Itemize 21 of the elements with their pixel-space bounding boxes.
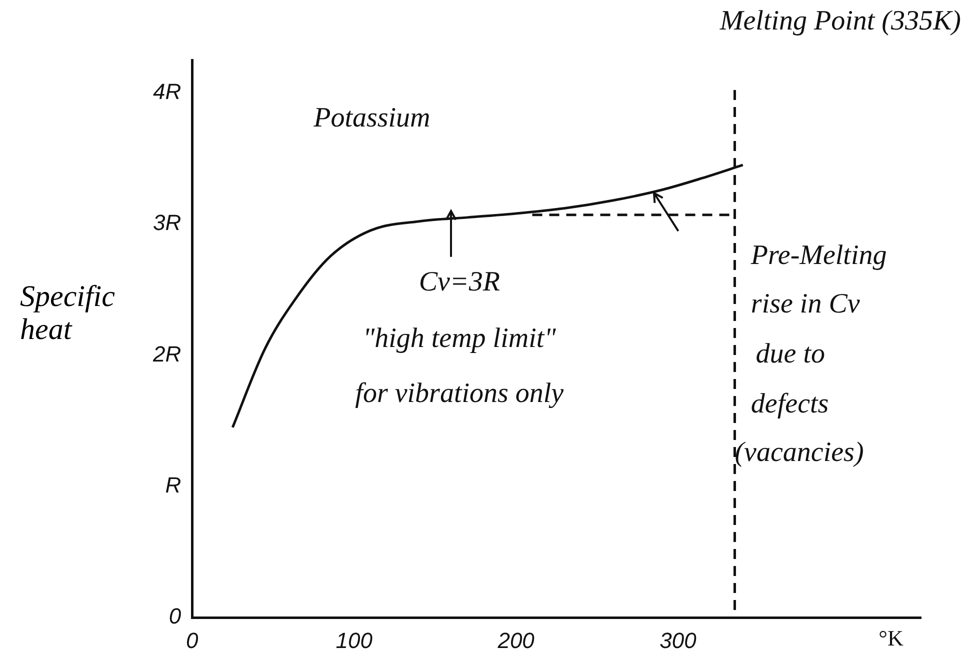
y-tick-label: 4R [153, 78, 182, 104]
x-tick-label: 200 [496, 628, 536, 653]
annotation: "high temp limit" [362, 322, 556, 354]
y-tick-label: 2R [152, 341, 182, 366]
x-tick-label: 0 [186, 628, 199, 653]
annotation: defects [750, 388, 829, 420]
x-axis-title: °K [878, 625, 904, 650]
y-tick-label: R [165, 472, 182, 498]
x-tick-label: 300 [660, 628, 698, 653]
annotation: Pre-Melting [750, 240, 887, 272]
annotation: due to [756, 338, 826, 370]
y-axis-title: Specific heat [20, 280, 116, 346]
annotation: Potassium [312, 102, 430, 134]
annotation: rise in Cv [750, 288, 860, 320]
annotation: Cv=3R [418, 266, 500, 298]
annotation: for vibrations only [355, 378, 564, 409]
ref-line-label: Melting Point (335K) [718, 5, 961, 36]
x-tick-label: 100 [336, 628, 374, 653]
y-tick-label: 0 [168, 604, 182, 629]
y-tick-label: 3R [153, 210, 182, 236]
annotation: (vacancies) [734, 436, 864, 468]
